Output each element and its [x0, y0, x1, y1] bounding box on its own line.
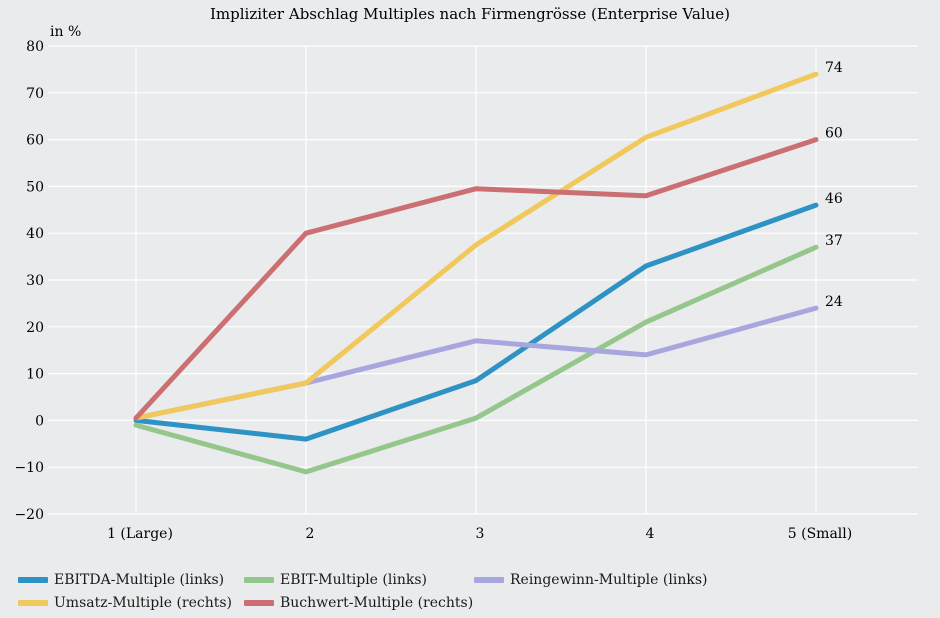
legend-item-ebitda: EBITDA-Multiple (links)	[18, 572, 244, 588]
y-tick-label: −20	[14, 507, 44, 523]
series-line-3	[133, 71, 819, 421]
y-axis: 80 70 60 50 40 30 20 10 0 −10 −20	[14, 39, 44, 523]
x-tick-label: 5 (Small)	[788, 526, 852, 542]
y-tick-label: 50	[26, 179, 44, 195]
x-tick-label: 3	[476, 526, 485, 542]
y-tick-label: 60	[26, 133, 44, 149]
legend-row-1: EBITDA-Multiple (links) EBIT-Multiple (l…	[18, 568, 918, 591]
legend-label-umsatz: Umsatz-Multiple (rechts)	[54, 594, 233, 611]
data-label-end: 46	[825, 191, 843, 207]
x-tick-label: 2	[306, 526, 315, 542]
y-tick-label: 80	[26, 39, 44, 55]
legend-item-ebit: EBIT-Multiple (links)	[244, 572, 474, 588]
y-axis-label: in %	[50, 24, 81, 40]
series-lines	[133, 71, 819, 475]
legend-swatch-reingewinn	[474, 576, 504, 583]
y-tick-label: 40	[26, 226, 44, 242]
series-line-0	[133, 202, 819, 442]
data-label-end: 60	[825, 126, 843, 142]
x-axis: 1 (Large) 2 3 4 5 (Small)	[107, 526, 852, 542]
legend-label-buchwert: Buchwert-Multiple (rechts)	[280, 594, 474, 611]
legend-label-ebitda: EBITDA-Multiple (links)	[54, 571, 225, 588]
legend-swatch-ebit	[244, 576, 274, 583]
legend-swatch-buchwert	[244, 599, 274, 606]
data-label-end: 24	[825, 294, 843, 310]
series-line-1	[133, 244, 819, 475]
x-tick-label: 4	[646, 526, 655, 542]
y-tick-label: −10	[14, 460, 44, 476]
x-tick-label: 1 (Large)	[107, 526, 173, 542]
y-tick-label: 70	[26, 86, 44, 102]
legend-swatch-umsatz	[18, 599, 48, 606]
legend-item-buchwert: Buchwert-Multiple (rechts)	[244, 595, 474, 611]
y-tick-label: 0	[35, 413, 44, 429]
series-line-4	[133, 137, 819, 421]
legend-item-reingewinn: Reingewinn-Multiple (links)	[474, 572, 734, 588]
legend: EBITDA-Multiple (links) EBIT-Multiple (l…	[18, 568, 918, 614]
y-tick-label: 30	[26, 273, 44, 289]
legend-label-reingewinn: Reingewinn-Multiple (links)	[510, 571, 708, 588]
legend-label-ebit: EBIT-Multiple (links)	[280, 571, 427, 588]
end-labels: 46 37 24 74 60	[825, 60, 843, 310]
chart-title: Impliziter Abschlag Multiples nach Firme…	[210, 5, 730, 23]
legend-swatch-ebitda	[18, 576, 48, 583]
y-tick-label: 20	[26, 320, 44, 336]
data-label-end: 37	[825, 233, 843, 249]
legend-row-2: Umsatz-Multiple (rechts) Buchwert-Multip…	[18, 591, 918, 614]
data-label-end: 74	[825, 60, 843, 76]
y-tick-label: 10	[26, 367, 44, 383]
grid	[48, 45, 918, 515]
legend-item-umsatz: Umsatz-Multiple (rechts)	[18, 595, 244, 611]
